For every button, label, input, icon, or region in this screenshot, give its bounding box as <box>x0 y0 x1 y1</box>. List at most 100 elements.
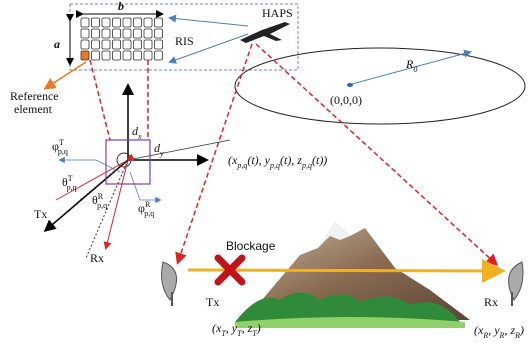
reference-label: Reference <box>10 89 59 103</box>
element-frame <box>105 139 151 185</box>
snow <box>318 222 350 248</box>
ris-element <box>91 39 100 50</box>
text: (t)) <box>312 153 327 167</box>
ris-element <box>143 28 153 39</box>
ris-element <box>112 28 121 39</box>
position-line <box>127 139 231 161</box>
tx-antenna <box>161 261 178 306</box>
rx-ray <box>103 159 129 250</box>
haps-icon <box>240 22 290 43</box>
phi-r-arc <box>129 171 162 204</box>
subscript: p,q <box>269 161 280 170</box>
ris-element <box>122 50 132 61</box>
ris-element <box>91 17 100 28</box>
blockage-label: Blockage <box>226 239 276 253</box>
rx-antenna <box>508 261 524 306</box>
ris-element <box>112 50 121 61</box>
ris-element <box>133 39 142 50</box>
text: d <box>132 124 139 138</box>
beam <box>168 33 249 64</box>
origin-label: (0,0,0) <box>330 93 362 107</box>
text: , z <box>242 321 253 335</box>
subscript: y <box>159 149 164 158</box>
text: (x <box>212 321 222 335</box>
subscript: p,q <box>97 201 107 210</box>
ris-element <box>143 50 153 61</box>
height-label: a <box>54 37 60 51</box>
ris-element <box>122 28 132 39</box>
reference-label: element <box>14 102 53 116</box>
reference-arrow <box>43 61 87 90</box>
ris-element <box>112 39 121 50</box>
ris-element <box>133 50 142 61</box>
phi-t-arc <box>58 156 121 173</box>
haps-label: HAPS <box>262 6 293 20</box>
text: φ <box>138 201 145 215</box>
width-label: b <box>118 0 124 13</box>
radius-label: R0 <box>405 57 417 74</box>
origin-dot <box>347 83 353 87</box>
theta-t-label: θT p,q <box>62 174 77 192</box>
ris-element <box>143 17 153 28</box>
rx-label: Rx <box>484 295 498 309</box>
ris-element <box>154 39 163 50</box>
ris-element <box>80 28 90 39</box>
text: ) <box>256 321 261 335</box>
dx-label: dx <box>132 124 142 141</box>
ris-element <box>122 39 132 50</box>
radius-line <box>351 49 472 85</box>
superscript: T <box>59 138 64 147</box>
subscript: T <box>252 329 257 338</box>
beam <box>168 14 249 27</box>
text: (x <box>474 323 484 337</box>
phi-r-label: φR p,q <box>138 200 154 218</box>
text: (t), y <box>247 153 270 167</box>
rx-small-label: Rx <box>90 251 104 265</box>
position-label: (xp,q(t), yp,q(t), zp,q(t)) <box>228 153 327 170</box>
rx-position: (xR, yR, zR) <box>474 323 524 340</box>
direct-link <box>187 258 506 283</box>
trees <box>235 292 460 322</box>
blockage-mark <box>214 254 246 286</box>
subscript: x <box>137 132 142 141</box>
dy-label: dy <box>154 141 164 158</box>
text: , y <box>226 321 238 335</box>
subscript: p,q <box>236 161 247 170</box>
ris-element <box>101 50 111 61</box>
text: , y <box>488 323 500 337</box>
text: R <box>405 57 414 71</box>
ris-element <box>80 17 90 28</box>
projection <box>79 159 129 201</box>
subscript: R <box>482 331 488 340</box>
rx-link <box>255 43 499 267</box>
tx-link <box>175 43 253 265</box>
subscript: R <box>514 331 520 340</box>
text: , z <box>504 323 515 337</box>
ris-element <box>80 50 90 61</box>
ris-element <box>143 39 153 50</box>
superscript: R <box>145 200 151 209</box>
ris-element <box>133 28 142 39</box>
text: d <box>154 141 161 155</box>
orbit <box>234 47 526 125</box>
ris-element <box>80 39 90 50</box>
text: (t), z <box>280 153 302 167</box>
tx-small-label: Tx <box>34 207 47 221</box>
text: φ <box>52 139 59 153</box>
tx-position: (xT, yT, zT) <box>212 321 261 338</box>
subscript: T <box>221 329 226 338</box>
tx-label: Tx <box>206 295 219 309</box>
subscript: p,q <box>58 147 68 156</box>
ris-element <box>154 17 163 28</box>
superscript: T <box>68 174 73 183</box>
ris-element <box>122 17 132 28</box>
ris-grid <box>80 17 163 61</box>
subscript: R <box>499 331 505 340</box>
theta-r-label: θR p,q <box>92 192 107 210</box>
subscript: p,q <box>301 161 312 170</box>
text: (x <box>228 153 238 167</box>
superscript: R <box>98 192 104 201</box>
text: θ <box>92 193 98 207</box>
